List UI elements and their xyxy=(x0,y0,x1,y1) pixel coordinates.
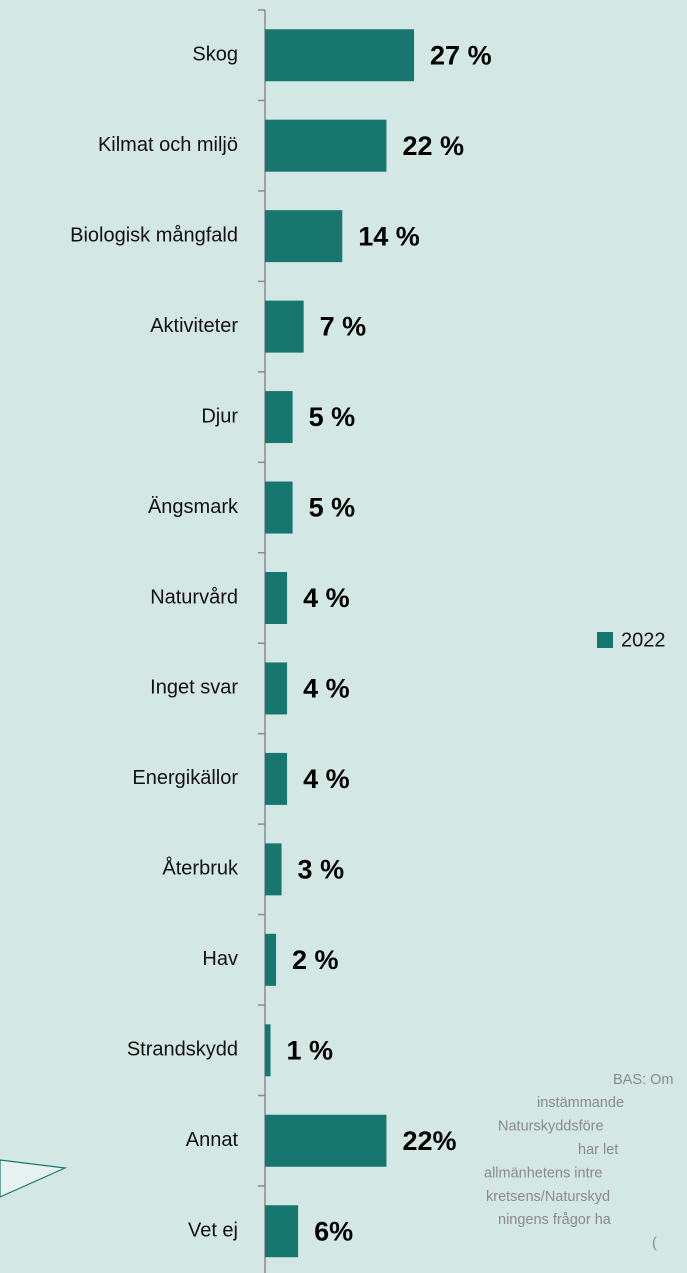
bar xyxy=(265,391,293,444)
value-label: 4 % xyxy=(303,674,350,704)
category-label: Skog xyxy=(192,44,238,66)
footnote-line: ( xyxy=(652,1236,657,1252)
legend-swatch xyxy=(597,632,613,648)
value-label: 4 % xyxy=(303,764,350,794)
footnote-line: Naturskyddsföre xyxy=(498,1119,604,1135)
footnote-line: har let xyxy=(578,1142,618,1158)
value-label: 3 % xyxy=(298,854,345,884)
footnote-line: allmänhetens intre xyxy=(484,1165,603,1181)
value-label: 7 % xyxy=(320,312,367,342)
bar xyxy=(265,119,387,172)
bar xyxy=(265,1205,299,1258)
category-label: Energikällor xyxy=(132,767,238,789)
category-label: Annat xyxy=(186,1129,239,1151)
value-label: 22 % xyxy=(402,131,464,161)
category-label: Ängsmark xyxy=(148,496,239,518)
footnote-line: ningens frågor ha xyxy=(498,1212,612,1228)
callout-shape xyxy=(0,1159,68,1198)
category-label: Kilmat och miljö xyxy=(98,134,238,156)
value-label: 1 % xyxy=(287,1035,334,1065)
bar xyxy=(265,1024,271,1077)
value-label: 4 % xyxy=(303,583,350,613)
category-label: Vet ej xyxy=(188,1219,238,1241)
value-label: 14 % xyxy=(358,221,420,251)
category-label: Biologisk mångfald xyxy=(70,224,238,246)
bar xyxy=(265,481,293,534)
category-label: Aktiviteter xyxy=(150,315,238,337)
footnote-line: kretsens/Naturskyd xyxy=(486,1189,610,1205)
bar xyxy=(265,210,343,263)
bar xyxy=(265,662,288,715)
category-label: Djur xyxy=(201,405,238,427)
footnote-line: BAS: Om xyxy=(613,1072,673,1088)
category-label: Hav xyxy=(202,948,238,970)
bar xyxy=(265,752,288,805)
bar xyxy=(265,300,304,353)
bar xyxy=(265,843,282,896)
legend-label: 2022 xyxy=(621,629,666,651)
value-label: 2 % xyxy=(292,945,339,975)
bar xyxy=(265,933,277,986)
category-label: Återbruk xyxy=(162,857,239,880)
value-label: 5 % xyxy=(309,493,356,523)
bar xyxy=(265,1114,387,1167)
bar xyxy=(265,571,288,624)
category-label: Inget svar xyxy=(150,677,238,699)
value-label: 6% xyxy=(314,1216,353,1246)
footnote-line: instämmande xyxy=(537,1095,624,1111)
value-label: 22% xyxy=(402,1126,456,1156)
category-label: Naturvård xyxy=(150,586,238,608)
bar xyxy=(265,29,415,82)
value-label: 27 % xyxy=(430,40,492,70)
value-label: 5 % xyxy=(309,402,356,432)
category-label: Strandskydd xyxy=(127,1039,238,1061)
